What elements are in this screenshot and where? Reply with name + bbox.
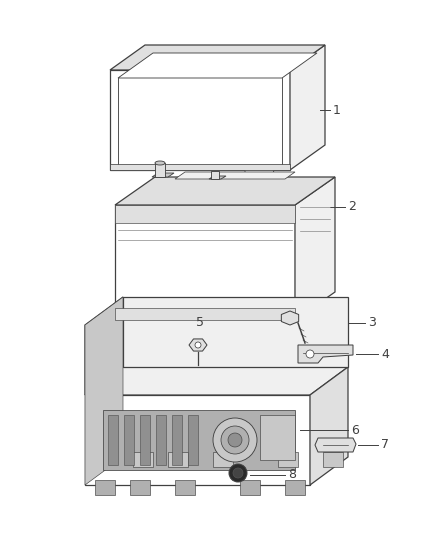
Polygon shape [133,452,153,467]
Polygon shape [152,173,174,177]
Polygon shape [168,452,188,467]
Polygon shape [240,480,260,495]
Polygon shape [115,177,335,205]
Polygon shape [172,415,182,465]
Polygon shape [110,164,290,170]
Circle shape [233,468,243,478]
Polygon shape [323,452,343,467]
Polygon shape [108,415,118,465]
Text: 2: 2 [348,200,356,214]
Text: 3: 3 [368,317,376,329]
Polygon shape [124,415,134,465]
Polygon shape [189,339,207,351]
Polygon shape [175,172,295,179]
Text: 4: 4 [381,348,389,360]
Polygon shape [260,415,295,460]
Polygon shape [115,308,295,320]
Circle shape [306,350,314,358]
Circle shape [195,342,201,348]
Polygon shape [156,415,166,465]
Polygon shape [209,176,226,179]
Polygon shape [315,438,356,452]
Polygon shape [188,415,198,465]
Ellipse shape [155,161,165,165]
Polygon shape [115,205,295,223]
Polygon shape [130,480,150,495]
Polygon shape [295,177,335,320]
Text: 1: 1 [333,103,341,117]
Polygon shape [211,171,219,179]
Polygon shape [118,53,317,78]
Polygon shape [95,480,115,495]
Text: 6: 6 [351,424,359,437]
Polygon shape [85,367,348,395]
Polygon shape [213,452,233,467]
Circle shape [213,418,257,462]
Polygon shape [103,410,295,470]
Polygon shape [110,45,325,70]
Polygon shape [175,480,195,495]
Polygon shape [85,395,310,485]
Polygon shape [140,415,150,465]
Polygon shape [155,163,165,177]
Polygon shape [245,170,277,186]
Polygon shape [123,297,348,367]
Polygon shape [110,70,290,170]
Polygon shape [85,297,123,395]
Polygon shape [298,345,353,363]
Polygon shape [290,45,325,170]
Polygon shape [281,311,299,325]
Polygon shape [85,297,123,485]
Polygon shape [285,480,305,495]
Polygon shape [115,205,295,320]
Text: 7: 7 [381,439,389,451]
Circle shape [229,464,247,482]
Text: 8: 8 [288,469,296,481]
Circle shape [221,426,249,454]
Text: 5: 5 [196,317,204,329]
Polygon shape [310,367,348,485]
Circle shape [228,433,242,447]
Polygon shape [278,452,298,467]
